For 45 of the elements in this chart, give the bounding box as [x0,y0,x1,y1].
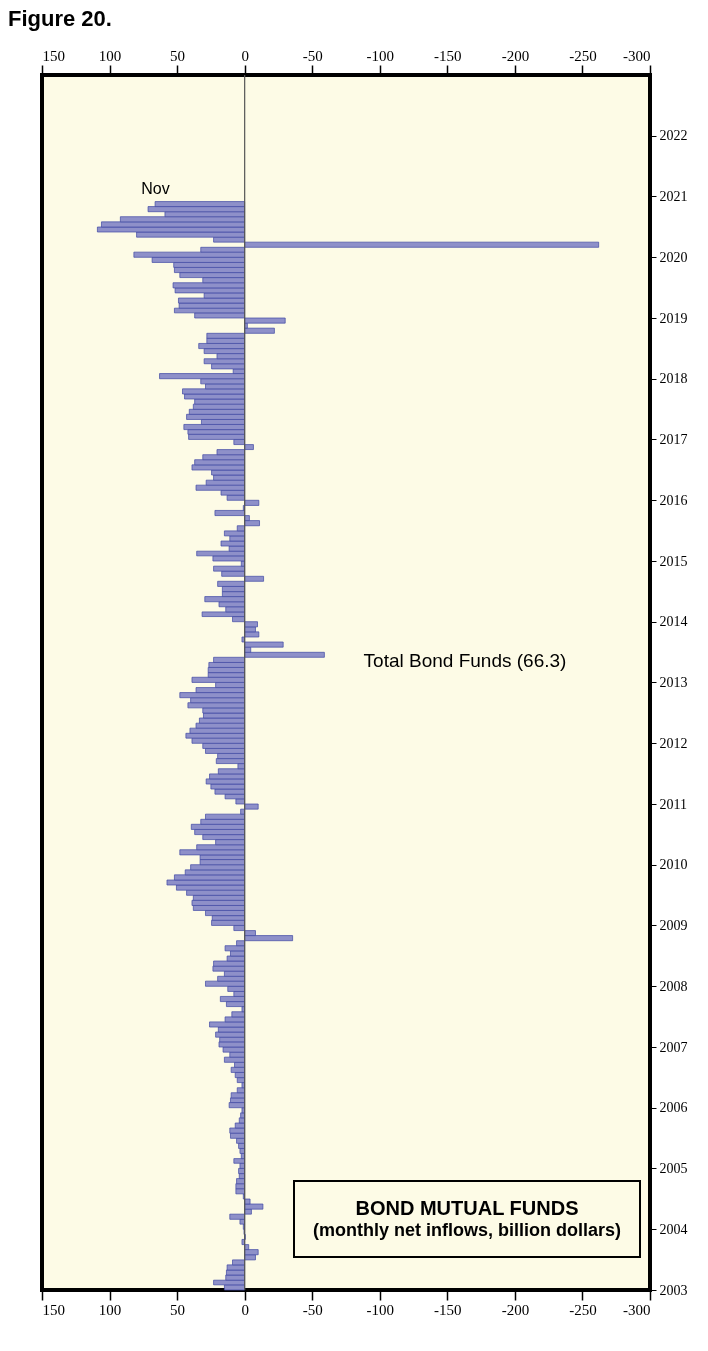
y-tick-label: 2021 [659,188,688,204]
x-tick-label: -300 [623,1301,651,1318]
x-tick-label: 50 [170,1301,186,1318]
y-tick-label: 2022 [659,128,688,144]
y-tick-label: 2007 [659,1039,688,1055]
y-tick-label: 2018 [659,371,688,387]
y-tick-label: 2008 [659,978,688,994]
x2-tick-label: -250 [569,47,597,64]
x-tick-label: 100 [98,1301,122,1318]
y-tick-label: 2020 [659,249,688,265]
x-tick-label: 0 [241,1301,249,1318]
y-tick-label: 2012 [659,735,688,751]
y-tick-label: 2005 [659,1160,688,1176]
x-tick-label: -100 [366,1301,395,1318]
x2-tick-label: -300 [623,47,651,64]
x2-tick-label: -200 [501,47,530,64]
y-tick-label: 2004 [659,1221,688,1237]
y-tick-label: 2017 [659,431,688,447]
x-tick-label: -200 [501,1301,530,1318]
x2-tick-label: -100 [366,47,395,64]
x-tick-label: -250 [569,1301,597,1318]
annotation: Nov [141,179,170,197]
x2-tick-label: -50 [302,47,323,64]
y-tick-label: 2006 [659,1100,688,1116]
y-tick-label: 2003 [659,1282,688,1298]
text: (monthly net inflows, billion dollars) [313,1220,621,1242]
text: BOND MUTUAL FUNDS [355,1196,579,1221]
x2-tick-label: 100 [98,47,122,64]
y-tick-label: 2019 [659,310,688,326]
x2-tick-label: 150 [42,47,65,64]
y-tick-label: 2015 [659,553,688,569]
y-tick-label: 2013 [659,674,688,690]
x-tick-label: -50 [302,1301,323,1318]
y-tick-label: 2010 [659,857,688,873]
x2-tick-label: -150 [434,47,462,64]
x-tick-label: -150 [434,1301,462,1318]
caption: Figure 20. [8,6,112,32]
y-tick-label: 2016 [659,492,688,508]
y-tick-label: 2011 [659,796,687,812]
x-tick-label: 150 [42,1301,65,1318]
y-tick-label: 2009 [659,917,688,933]
x2-tick-label: 50 [170,47,186,64]
x2-tick-label: 0 [241,47,249,64]
y-tick-label: 2014 [659,614,688,630]
annotation: Total Bond Funds (66.3) [362,650,568,672]
